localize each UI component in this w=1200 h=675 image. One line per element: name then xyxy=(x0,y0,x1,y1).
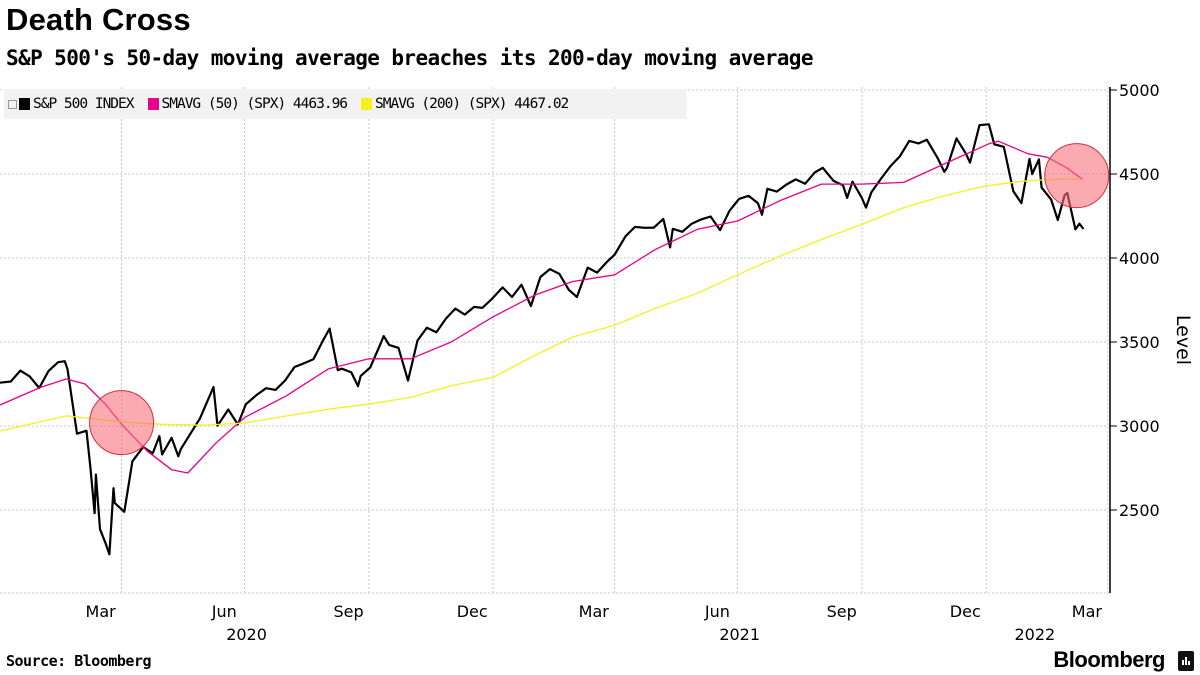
crossover-highlight xyxy=(1044,143,1110,209)
legend-item-sma200: SMAVG (200) (SPX) 4467.02 xyxy=(361,96,569,112)
bloomberg-logo: Bloomberg xyxy=(1053,647,1165,672)
x-year-label: 2020 xyxy=(226,625,267,644)
legend-label: SMAVG (200) (SPX) xyxy=(375,96,507,112)
legend-label: SMAVG (50) (SPX) xyxy=(161,96,287,112)
x-year-label: 2022 xyxy=(1015,625,1056,644)
legend: S&P 500 INDEX SMAVG (50) (SPX) 4463.96 S… xyxy=(4,89,687,119)
legend-value: 4463.96 xyxy=(292,96,348,112)
legend-value: 4467.02 xyxy=(514,96,569,112)
legend-swatch xyxy=(147,98,159,110)
legend-item-spx: S&P 500 INDEX xyxy=(19,96,134,112)
x-year-label: 2021 xyxy=(719,625,760,644)
legend-swatch xyxy=(19,98,30,110)
legend-item-sma50: SMAVG (50) (SPX) 4463.96 xyxy=(147,96,348,112)
x-tick-label: Sep xyxy=(333,602,363,621)
series-line-sma50 xyxy=(0,140,1084,474)
x-tick-label: Sep xyxy=(827,602,857,621)
y-tick-label: 5000 xyxy=(1119,81,1160,100)
y-tick-label: 4500 xyxy=(1119,165,1160,184)
chart-subtitle: S&P 500's 50-day moving average breaches… xyxy=(6,46,813,70)
series-line-sma200 xyxy=(0,178,1084,432)
legend-swatch xyxy=(361,98,373,110)
crossover-highlight xyxy=(89,390,155,456)
y-tick-label: 3500 xyxy=(1119,333,1160,352)
legend-collapse-icon[interactable] xyxy=(8,99,17,109)
y-axis-label: Level xyxy=(1172,315,1194,365)
x-tick-label: Dec xyxy=(950,602,981,621)
x-tick-label: Dec xyxy=(457,602,488,621)
chart-title: Death Cross xyxy=(6,2,191,37)
x-tick-label: Jun xyxy=(211,602,237,621)
x-tick-label: Mar xyxy=(579,602,610,621)
source-note: Source: Bloomberg xyxy=(6,652,152,670)
bloomberg-chart-icon xyxy=(1178,651,1194,671)
series-line-spx xyxy=(0,123,1085,556)
x-tick-label: Mar xyxy=(1072,602,1103,621)
x-tick-label: Jun xyxy=(704,602,730,621)
y-tick-label: 2500 xyxy=(1119,501,1160,520)
legend-label: S&P 500 INDEX xyxy=(33,96,134,112)
y-tick-label: 3000 xyxy=(1119,417,1160,436)
y-tick-label: 4000 xyxy=(1119,249,1160,268)
x-tick-label: Mar xyxy=(86,602,117,621)
